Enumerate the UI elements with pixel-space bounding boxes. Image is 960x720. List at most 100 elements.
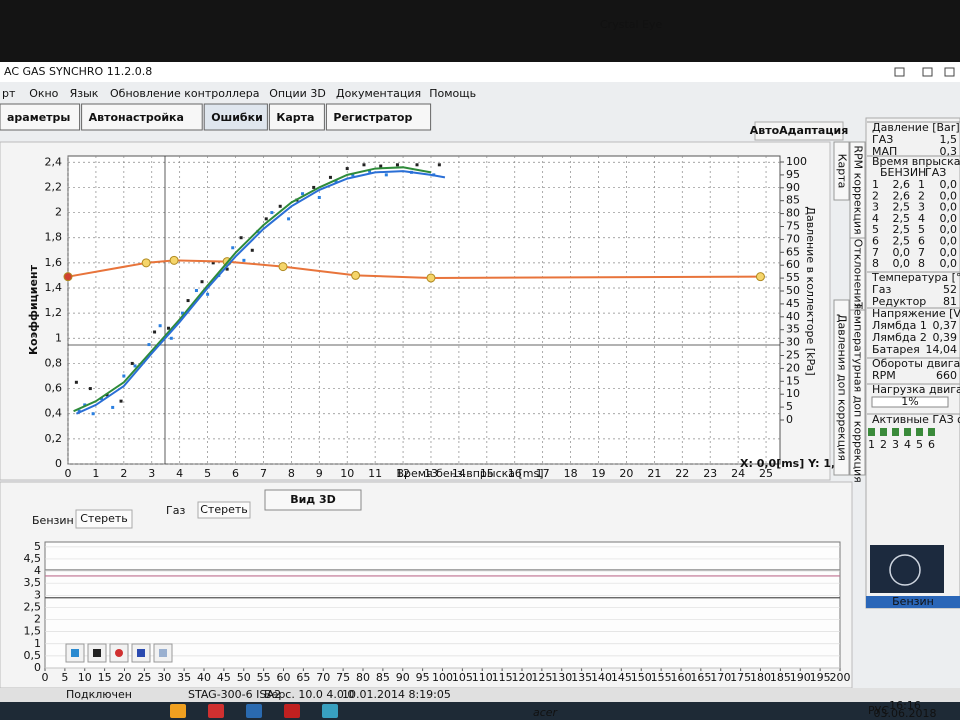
- side-tab[interactable]: [833, 141, 850, 201]
- x-tick-label: 23: [703, 467, 717, 480]
- side-tab-label[interactable]: Отклонения: [852, 239, 865, 309]
- petrol-time: 0,0: [893, 246, 911, 259]
- x-tick-label: 40: [197, 671, 211, 684]
- y2-tick-label: 0: [786, 413, 793, 426]
- side-tab-label[interactable]: Температурная доп коррекция: [852, 301, 865, 482]
- series-marker[interactable]: [169, 255, 179, 265]
- x-tick-label: 135: [571, 671, 592, 684]
- status-text: Верс. 10.0 4.0.0: [264, 688, 354, 701]
- series-marker[interactable]: [141, 258, 151, 268]
- series-marker[interactable]: [63, 272, 73, 282]
- x-tick-label: 0: [65, 467, 72, 480]
- row-value: 81: [943, 295, 957, 308]
- window-control[interactable]: [922, 67, 933, 77]
- scatter-point: [105, 393, 109, 397]
- side-tab-label[interactable]: Карта: [836, 154, 849, 189]
- window-title: AC GAS SYNCHRO 11.2.0.8: [4, 65, 152, 78]
- cylinder-number: 6: [918, 235, 925, 248]
- y2-tick-label: 95: [786, 168, 800, 181]
- taskbar-icon[interactable]: [322, 704, 338, 718]
- series-marker[interactable]: [426, 273, 436, 283]
- tab-label[interactable]: Регистратор: [333, 111, 412, 124]
- menu-item[interactable]: рт: [2, 87, 16, 100]
- cylinder-number: 7: [872, 246, 879, 259]
- scatter-point: [225, 267, 229, 271]
- series-marker[interactable]: [351, 270, 361, 280]
- clear-button-label[interactable]: Стереть: [80, 512, 128, 525]
- y-tick-label: 0: [55, 457, 62, 470]
- status-text: STAG-300-6 ISA2: [188, 688, 281, 701]
- section-title: Обороты двигателя: [872, 357, 960, 370]
- x-tick-label: 75: [336, 671, 350, 684]
- x-tick-label: 3: [148, 467, 155, 480]
- auto-adaptation-button[interactable]: [754, 121, 844, 141]
- y2-tick-label: 35: [786, 323, 800, 336]
- side-tab[interactable]: [849, 309, 866, 476]
- injector-icon: [880, 428, 887, 436]
- menu-item[interactable]: Документация: [336, 87, 421, 100]
- series-marker[interactable]: [755, 272, 765, 282]
- y-tick-label: 1,4: [45, 281, 63, 294]
- x-tick-label: 14: [452, 467, 466, 480]
- tab-label[interactable]: Автонастройка: [89, 111, 184, 124]
- y2-tick-label: 60: [786, 258, 800, 271]
- scatter-point: [415, 163, 419, 167]
- x-tick-label: 13: [424, 467, 438, 480]
- x-tick-label: 7: [260, 467, 267, 480]
- y-axis-label: Коэффициент: [27, 264, 40, 355]
- menu-item[interactable]: Окно: [29, 87, 58, 100]
- cylinder-number: 3: [918, 201, 925, 214]
- tab[interactable]: [203, 103, 268, 131]
- clear-button[interactable]: [75, 509, 133, 529]
- window-control[interactable]: [894, 67, 905, 77]
- tab[interactable]: [325, 103, 432, 131]
- injector-label: 4: [904, 438, 911, 451]
- x-tick-label: 160: [671, 671, 692, 684]
- menu-item[interactable]: Обновление контроллера: [110, 87, 260, 100]
- tab[interactable]: [268, 103, 325, 131]
- status-bar: [0, 688, 960, 702]
- tab-label[interactable]: Карта: [276, 111, 314, 124]
- side-tab[interactable]: [833, 299, 850, 476]
- tab-label[interactable]: араметры: [7, 111, 70, 124]
- taskbar-icon[interactable]: [208, 704, 224, 718]
- series-marker[interactable]: [278, 262, 288, 272]
- taskbar-icon[interactable]: [246, 704, 262, 718]
- y2-tick-label: 65: [786, 245, 800, 258]
- tab[interactable]: [0, 103, 81, 131]
- x-tick-label: 115: [492, 671, 513, 684]
- y-tick-label: 2,2: [45, 180, 63, 193]
- menu-item[interactable]: Помощь: [429, 87, 476, 100]
- x-tick-label: 110: [472, 671, 493, 684]
- x-tick-label: 10: [340, 467, 354, 480]
- taskbar-icon[interactable]: [170, 704, 186, 718]
- x-tick-label: 6: [232, 467, 239, 480]
- side-tab-label[interactable]: RPM коррекция: [852, 145, 865, 234]
- auto-adaptation-label[interactable]: АвтоАдаптация: [750, 124, 849, 137]
- y-tick-label: 0: [34, 661, 41, 674]
- menu-item[interactable]: Язык: [70, 87, 99, 100]
- x-tick-label: 100: [432, 671, 453, 684]
- plot-area: [67, 155, 781, 465]
- y-tick-label: 4: [34, 564, 41, 577]
- view3d-button[interactable]: [264, 489, 362, 511]
- x-tick-label: 4: [176, 467, 183, 480]
- side-tab-label[interactable]: Давления доп коррекция: [836, 314, 849, 461]
- taskbar: [0, 702, 960, 720]
- menu-item[interactable]: Опции 3D: [269, 87, 326, 100]
- mode-label: Бензин: [892, 595, 934, 608]
- x-tick-label: 200: [830, 671, 851, 684]
- playback-icon: [71, 649, 79, 657]
- window-control[interactable]: [944, 67, 955, 77]
- clear-button[interactable]: [197, 501, 251, 519]
- taskbar-icon[interactable]: [284, 704, 300, 718]
- tab-label[interactable]: Ошибки: [211, 111, 263, 124]
- clear-button-label[interactable]: Стереть: [200, 503, 248, 516]
- row-value: 0,39: [933, 331, 958, 344]
- view3d-label[interactable]: Вид 3D: [290, 493, 336, 506]
- gas-time: 0,0: [940, 212, 958, 225]
- y2-tick-label: 90: [786, 181, 800, 194]
- tab[interactable]: [81, 103, 203, 131]
- injector-icon: [868, 428, 875, 436]
- petrol-label: Бензин: [32, 514, 74, 527]
